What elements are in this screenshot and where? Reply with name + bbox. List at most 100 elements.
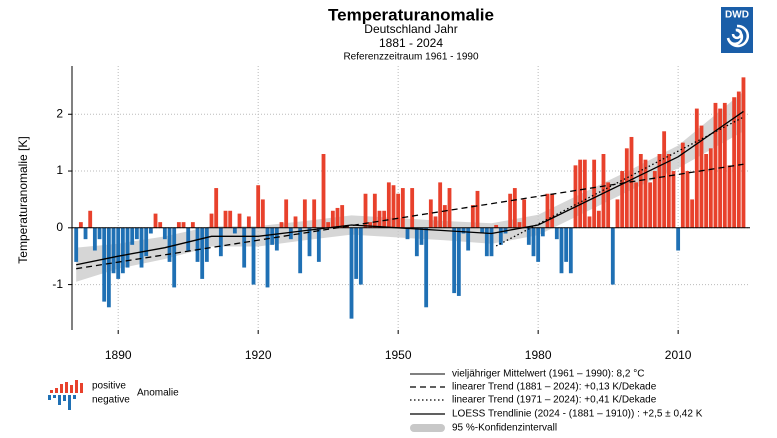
- y-tick-label: 2: [56, 106, 63, 120]
- legend-icon-bar: [50, 390, 53, 393]
- bar: [550, 193, 555, 228]
- legend-label: 95 %-Konfidenzintervall: [452, 423, 557, 434]
- legend-icon-bar: [63, 395, 66, 401]
- bar: [144, 227, 149, 257]
- bar: [568, 227, 573, 274]
- bar: [298, 227, 303, 274]
- bar: [190, 222, 195, 228]
- bar: [204, 227, 209, 262]
- y-tick-label: -1: [52, 277, 63, 291]
- bar: [680, 142, 685, 228]
- legend-icon-bar: [60, 384, 63, 393]
- logo-swirl: [726, 24, 749, 48]
- bar: [624, 148, 629, 228]
- bar: [186, 227, 191, 251]
- bar: [288, 227, 293, 240]
- bar: [620, 171, 625, 228]
- bar: [218, 227, 223, 257]
- bar: [638, 154, 643, 228]
- y-axis-label: Temperaturanomalie [K]: [16, 136, 30, 263]
- bar: [181, 222, 186, 228]
- bar: [512, 188, 517, 228]
- bar: [279, 222, 284, 228]
- bar: [694, 108, 699, 228]
- bar: [148, 227, 153, 234]
- legend-icon-bar: [80, 383, 83, 393]
- bar: [564, 227, 569, 262]
- bar: [676, 227, 681, 251]
- bar: [391, 185, 396, 228]
- bar: [102, 227, 107, 302]
- bar: [456, 227, 461, 296]
- bar: [200, 227, 205, 279]
- bar: [466, 227, 471, 251]
- bar: [428, 199, 433, 228]
- bar: [111, 227, 116, 274]
- bar: [335, 207, 340, 228]
- legend-label: Anomalie: [137, 388, 179, 399]
- bar: [214, 188, 219, 228]
- legend-label: vieljähriger Mittelwert (1961 – 1990): 8…: [452, 369, 644, 380]
- bar: [321, 154, 326, 228]
- legend-sample: [410, 424, 445, 432]
- bar: [736, 91, 741, 228]
- bar: [526, 227, 531, 245]
- bar: [153, 213, 158, 228]
- bar: [424, 227, 429, 308]
- bar: [648, 182, 653, 228]
- bar: [106, 227, 111, 308]
- bar: [330, 210, 335, 228]
- bar: [302, 199, 307, 228]
- bar: [386, 182, 391, 228]
- bar: [349, 227, 354, 319]
- bar: [377, 210, 382, 228]
- legend-icon-bar: [55, 388, 58, 393]
- bar: [120, 227, 125, 274]
- chart-subtitle: Deutschland Jahr: [364, 22, 457, 36]
- bar: [536, 227, 541, 262]
- bar: [326, 222, 331, 228]
- bar: [176, 222, 181, 228]
- x-tick-label: 2010: [665, 348, 692, 362]
- bar: [78, 222, 83, 228]
- bar: [442, 205, 447, 228]
- legend-label: positive: [92, 381, 126, 392]
- bar: [540, 227, 545, 237]
- bar: [708, 148, 713, 228]
- bar: [88, 210, 93, 228]
- trend-line: [76, 163, 744, 270]
- x-tick-label: 1890: [105, 348, 132, 362]
- bar: [92, 227, 97, 251]
- x-tick-label: 1980: [525, 348, 552, 362]
- bar: [452, 227, 457, 294]
- bar: [228, 210, 233, 228]
- bar: [704, 154, 709, 228]
- legend-icon-bar: [73, 395, 76, 399]
- bar: [690, 199, 695, 228]
- bar: [610, 227, 615, 285]
- bar: [587, 216, 592, 228]
- bar: [480, 227, 485, 234]
- bar: [470, 205, 475, 228]
- y-tick-label: 1: [56, 163, 63, 177]
- bar: [237, 213, 242, 228]
- bar: [410, 188, 415, 228]
- bar: [260, 199, 265, 228]
- bar: [699, 125, 704, 228]
- bar: [732, 97, 737, 228]
- bar: [223, 210, 228, 228]
- bar: [545, 193, 550, 228]
- bar: [489, 227, 494, 257]
- bar: [358, 227, 363, 285]
- legend-icon-bar: [65, 382, 68, 393]
- bar: [400, 188, 405, 228]
- bar: [372, 193, 377, 228]
- bar: [578, 159, 583, 228]
- bar: [722, 102, 727, 228]
- legend-label: linearer Trend (1971 – 2024): +0,41 K/De…: [452, 395, 657, 406]
- bar: [685, 171, 690, 228]
- trend-line: [76, 110, 744, 266]
- bar: [396, 193, 401, 228]
- legend-icon-bar: [58, 395, 61, 405]
- bar: [340, 205, 345, 228]
